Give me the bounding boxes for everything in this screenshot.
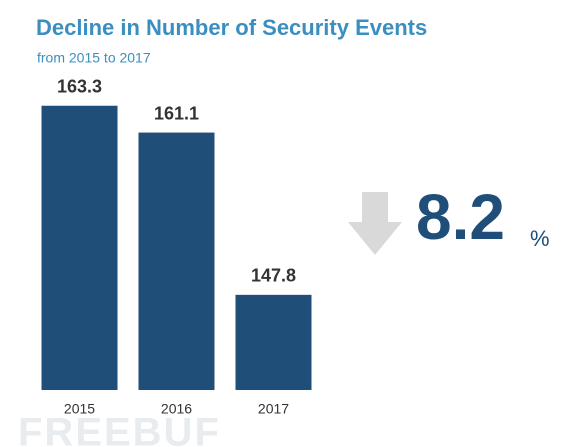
value-label: 163.3 xyxy=(57,76,102,96)
x-tick-label: 2016 xyxy=(161,401,192,417)
chart-title: Decline in Number of Security Events xyxy=(36,15,427,40)
watermark: FREEBUF xyxy=(18,411,221,447)
x-tick-label: 2017 xyxy=(258,401,289,417)
annotation-unit: % xyxy=(530,226,550,251)
bar xyxy=(235,294,312,390)
x-tick-label: 2015 xyxy=(64,401,95,417)
bar xyxy=(41,105,118,391)
chart-subtitle: from 2015 to 2017 xyxy=(37,50,151,66)
bar xyxy=(138,132,215,390)
annotation-value: 8.2 xyxy=(416,181,505,253)
down-arrow xyxy=(348,192,402,255)
value-label: 147.8 xyxy=(251,266,296,286)
value-label: 161.1 xyxy=(154,103,199,123)
